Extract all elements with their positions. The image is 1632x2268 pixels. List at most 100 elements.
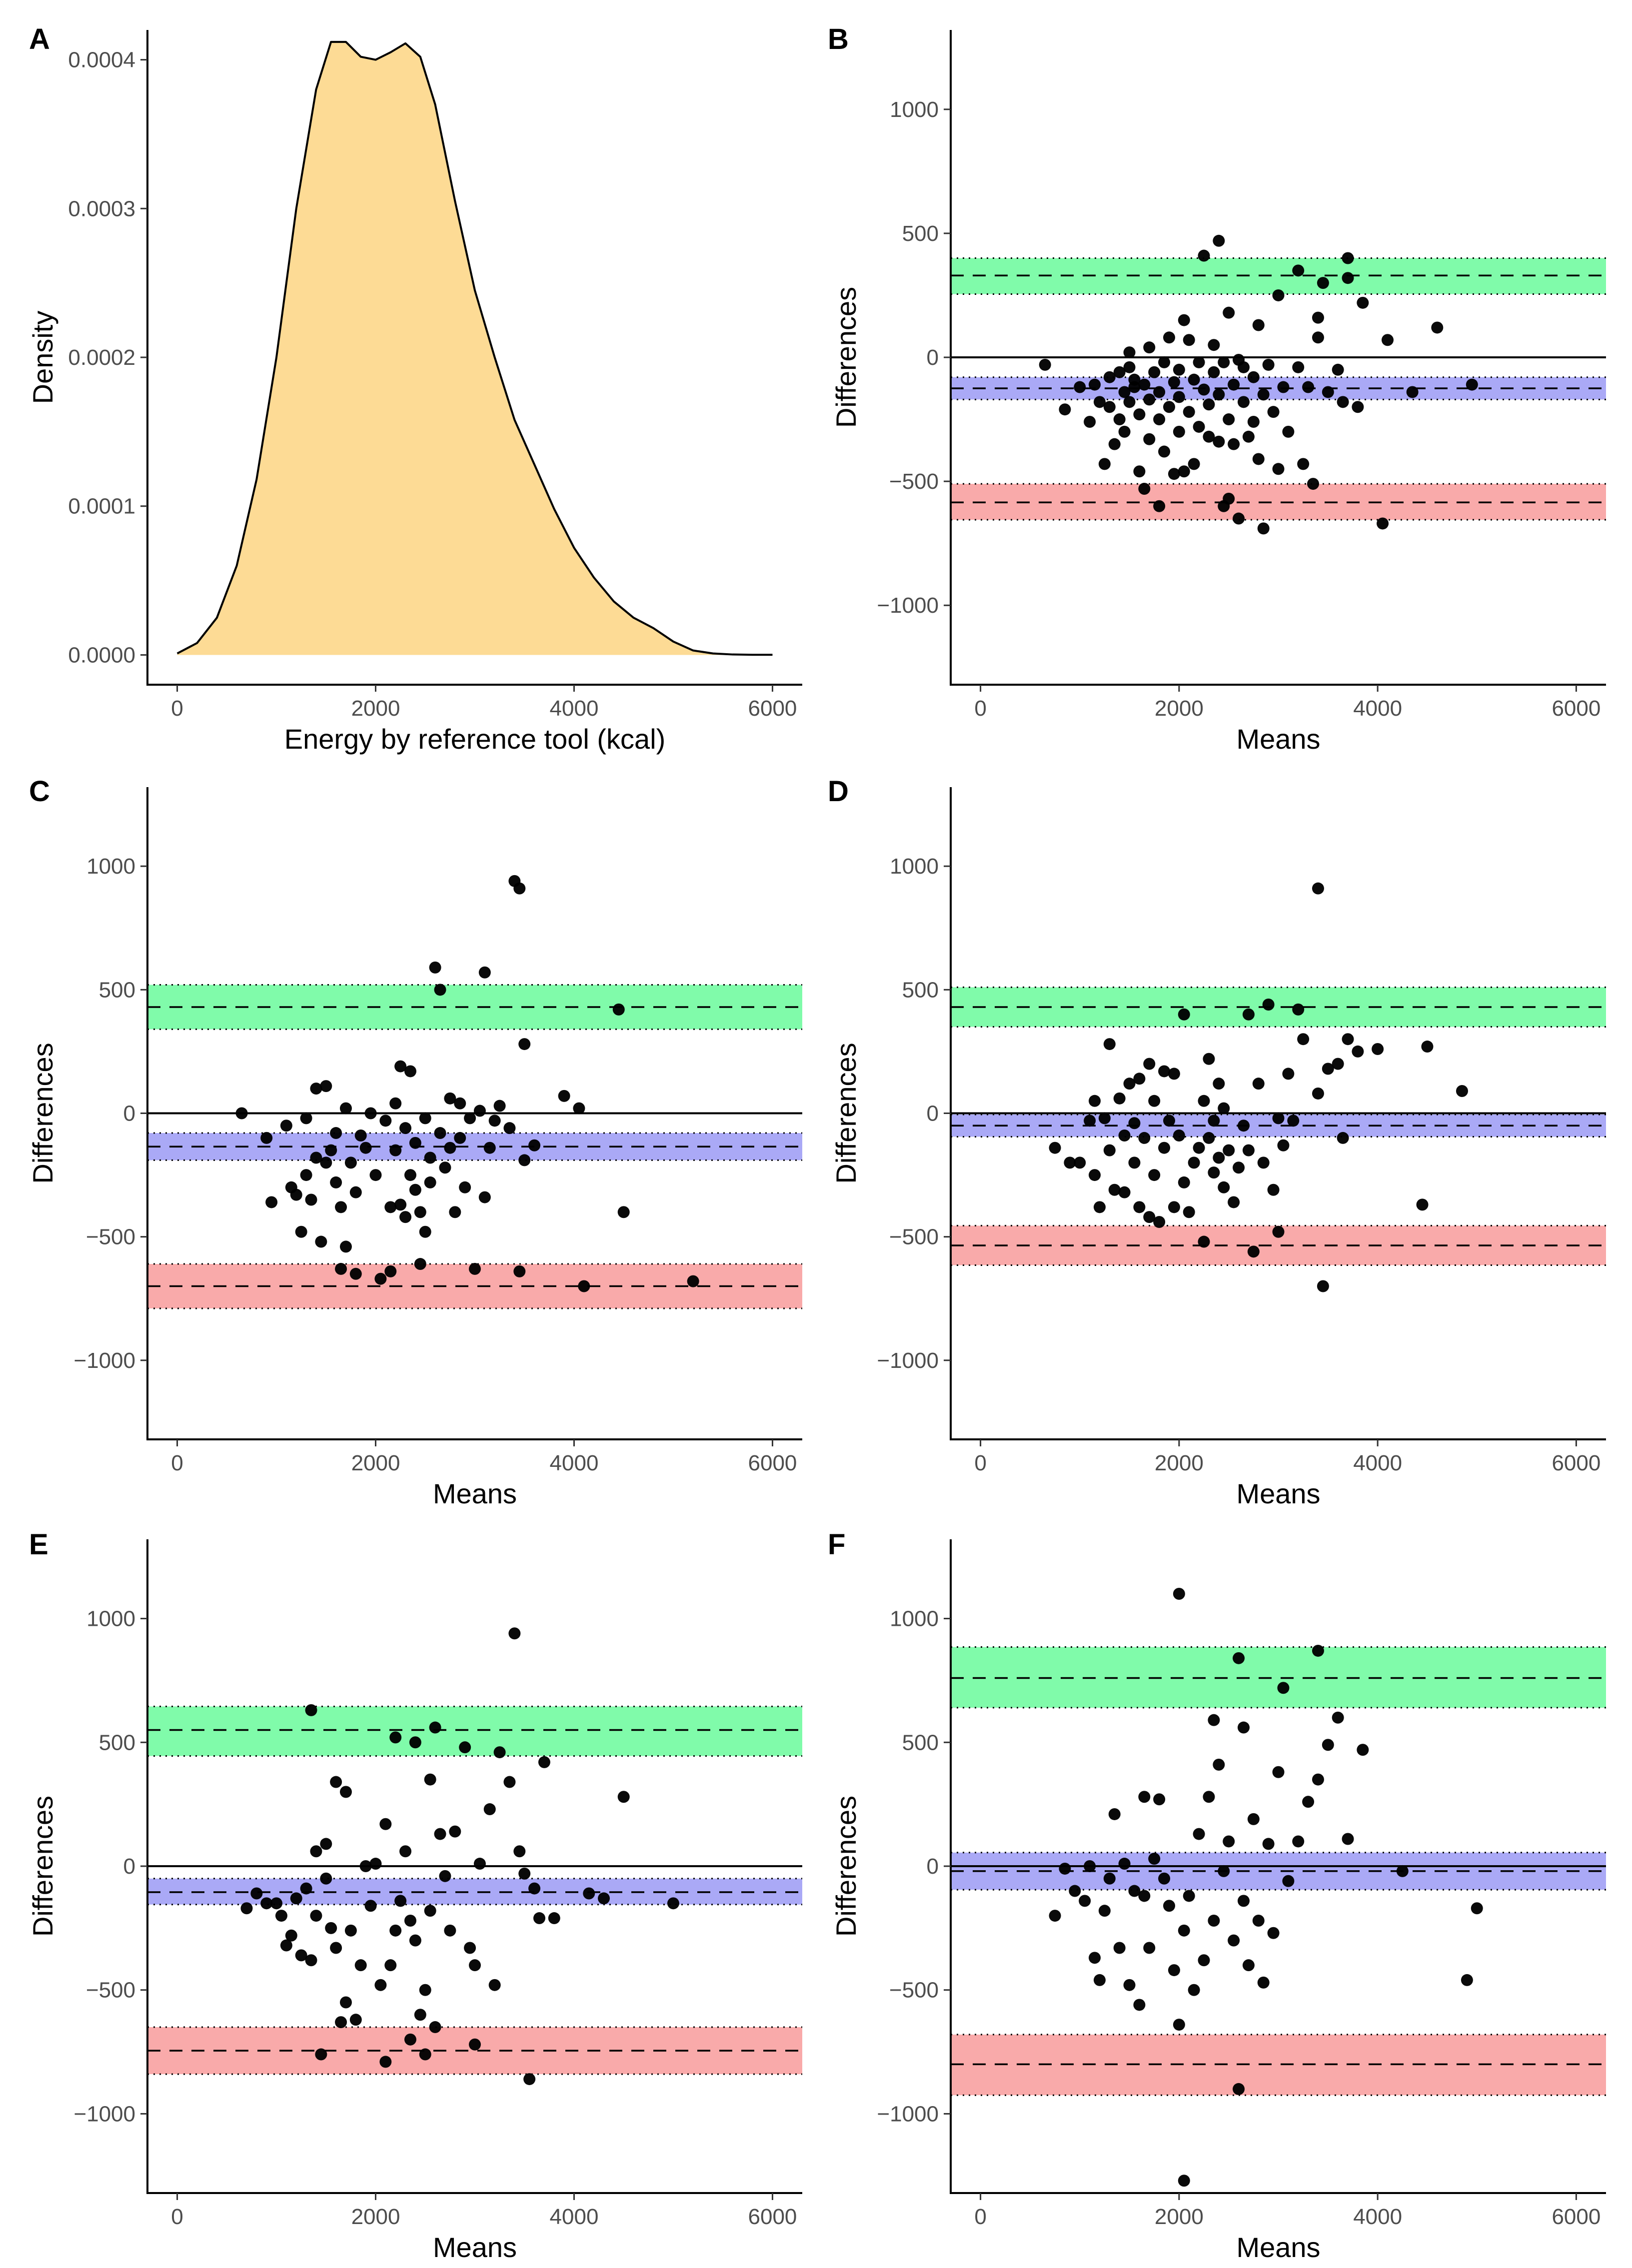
panel-label-d: D [828, 775, 849, 808]
data-point [290, 1188, 302, 1201]
data-point [429, 2021, 441, 2034]
data-point [503, 1122, 516, 1134]
panel-e-bland-altman-plot: 0 2000 4000 6000 −1000 −500 0 500 1000 Means Diffe… [27, 1539, 802, 2263]
data-point [339, 1786, 352, 1798]
data-point [1213, 435, 1225, 448]
y-axis-title: Density [27, 311, 58, 404]
data-point [409, 1934, 421, 1947]
data-point [1312, 882, 1324, 895]
data-point [330, 1776, 342, 1788]
y-tick-label: −1000 [877, 593, 939, 618]
data-point [1093, 1974, 1106, 1986]
data-point [275, 1910, 287, 1922]
data-point [518, 1154, 531, 1166]
data-point [394, 1198, 407, 1211]
data-point [558, 1090, 570, 1102]
data-point [1287, 1115, 1300, 1127]
data-point [1247, 416, 1260, 428]
data-point [419, 1225, 431, 1238]
data-point [1233, 2083, 1245, 2095]
data-point [1039, 358, 1051, 371]
data-point [1252, 319, 1265, 331]
panel-label-c: C [29, 775, 50, 808]
y-tick-label: −500 [86, 1225, 135, 1249]
data-point [1242, 430, 1255, 443]
data-point [354, 1959, 367, 1972]
data-point [578, 1280, 590, 1292]
data-point [1237, 1895, 1250, 1907]
data-point [379, 1115, 392, 1127]
plot-area-b [951, 234, 1606, 535]
data-point [1317, 1280, 1329, 1292]
data-point [1237, 1120, 1250, 1132]
data-point [469, 1959, 481, 1972]
x-tick-label: 6000 [1552, 1451, 1601, 1475]
data-point [315, 1235, 327, 1248]
data-point [404, 1915, 416, 1927]
data-point [1272, 1766, 1285, 1778]
data-point [1178, 465, 1190, 478]
data-point [320, 1872, 332, 1885]
data-point [325, 1144, 337, 1156]
data-point [1213, 234, 1225, 247]
data-point [1118, 1858, 1131, 1870]
data-point [449, 1206, 461, 1218]
data-point [1049, 1910, 1061, 1922]
panel-c-bland-altman-plot: 0 2000 4000 6000 −1000 −500 0 500 1000 Means Diffe… [27, 787, 802, 1509]
data-point [364, 1107, 377, 1120]
data-point [1128, 381, 1141, 393]
data-point [1267, 1183, 1280, 1196]
data-point [1208, 339, 1220, 351]
data-point [1103, 371, 1116, 383]
data-point [414, 2009, 426, 2021]
data-point [1382, 334, 1394, 346]
data-point [1332, 1711, 1344, 1724]
data-point [1128, 1885, 1141, 1897]
data-point [1272, 1112, 1285, 1125]
data-point [1148, 1169, 1161, 1181]
data-point [533, 1912, 546, 1925]
data-point [1193, 1828, 1205, 1840]
data-point [320, 1838, 332, 1850]
data-point [1277, 1682, 1290, 1694]
data-point [1228, 378, 1240, 391]
data-point [1133, 408, 1146, 421]
data-point [1133, 1999, 1146, 2011]
data-point [1113, 1942, 1126, 1954]
data-point [1292, 264, 1305, 277]
data-point [374, 1979, 387, 1991]
y-tick-label: 500 [99, 1730, 135, 1755]
data-point [503, 1776, 516, 1788]
data-point [1223, 1835, 1235, 1848]
panel-f-bland-altman-plot: 0 2000 4000 6000 −1000 −500 0 500 1000 Means Diffe… [830, 1539, 1606, 2263]
data-point [1257, 1976, 1270, 1989]
x-axis-title: Means [433, 2232, 517, 2263]
y-tick-label: 500 [902, 1730, 939, 1755]
data-point [488, 1115, 501, 1127]
y-tick-label: 500 [902, 221, 939, 246]
data-point [335, 1262, 347, 1275]
data-point [483, 1803, 496, 1816]
data-point [349, 1267, 362, 1280]
data-point [1203, 1053, 1215, 1065]
data-point [1084, 1860, 1096, 1872]
data-point [1317, 277, 1329, 289]
data-point [419, 1984, 431, 1996]
data-point [1267, 406, 1280, 418]
data-point [414, 1258, 426, 1270]
data-point [1173, 363, 1185, 376]
data-point [1074, 1156, 1086, 1169]
x-tick-label: 0 [171, 696, 183, 721]
data-point [1233, 1161, 1245, 1174]
data-point [1178, 2175, 1190, 2187]
y-tick-label: 0 [123, 1102, 135, 1126]
y-tick-label: 0 [927, 1854, 939, 1879]
data-point [330, 1176, 342, 1188]
data-point [434, 1828, 446, 1840]
y-tick-label: 0.0003 [68, 196, 135, 221]
lower-loa-band [951, 484, 1606, 520]
data-point [464, 1942, 476, 1954]
data-point [1118, 386, 1131, 398]
data-point [310, 1845, 322, 1858]
data-point [364, 1900, 377, 1912]
